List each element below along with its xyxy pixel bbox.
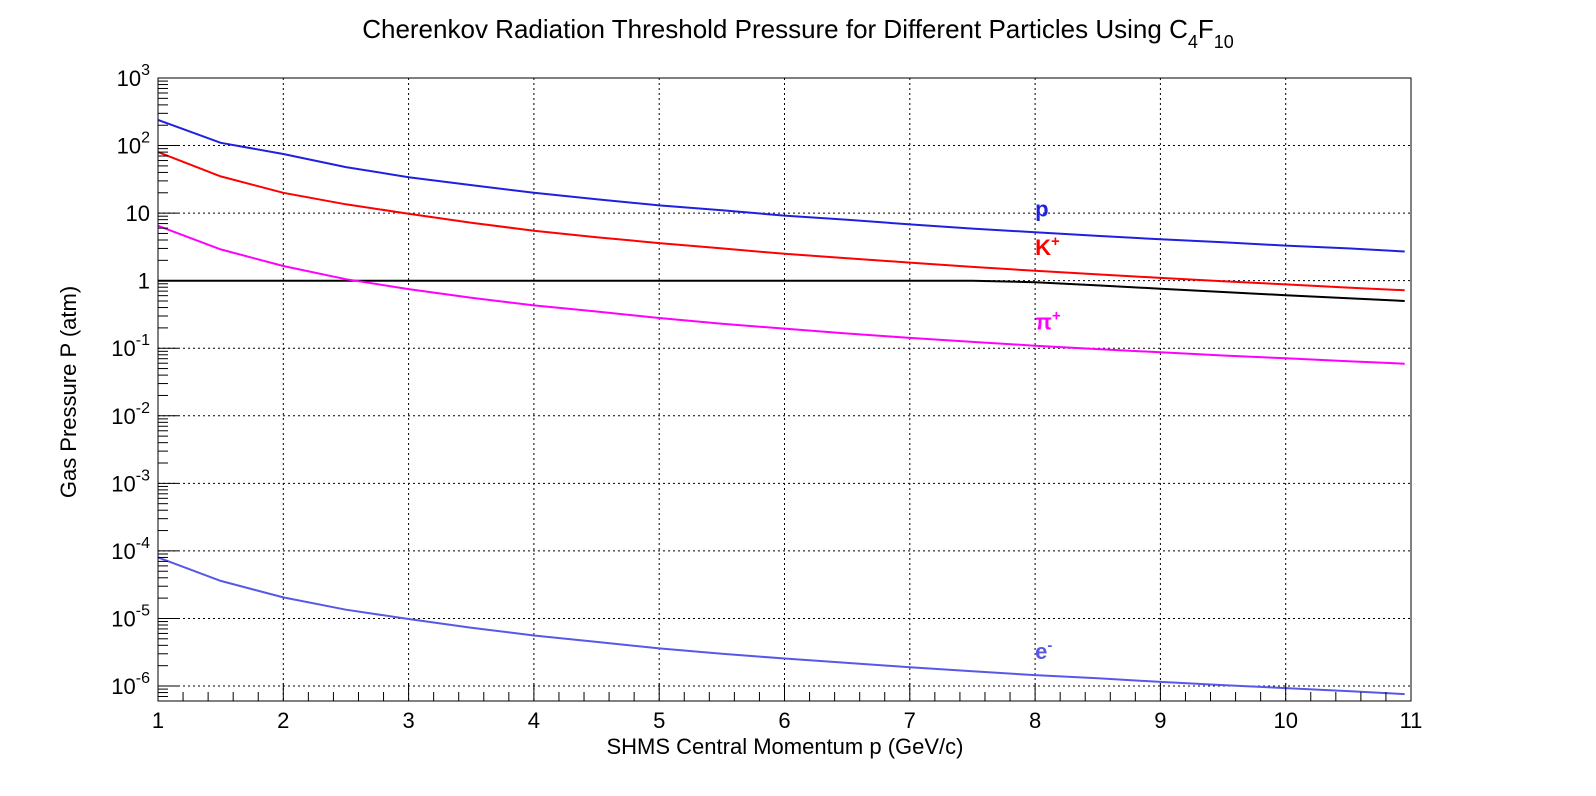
y-tick-label: 10-5 xyxy=(111,602,150,631)
chart-title: Cherenkov Radiation Threshold Pressure f… xyxy=(362,14,1234,52)
x-tick-label: 5 xyxy=(653,708,665,733)
x-tick-label: 8 xyxy=(1029,708,1041,733)
series-label-π: π+ xyxy=(1035,308,1061,335)
x-tick-label: 6 xyxy=(778,708,790,733)
x-tick-label: 9 xyxy=(1154,708,1166,733)
x-tick-label: 3 xyxy=(402,708,414,733)
series-line-π xyxy=(157,224,1405,365)
plot-frame xyxy=(157,77,1412,702)
series-lines xyxy=(157,118,1405,696)
y-tick-label: 1 xyxy=(138,269,150,294)
axis-ticks xyxy=(157,77,1412,702)
series-label-K: K+ xyxy=(1035,233,1060,260)
y-axis-title: Gas Pressure P (atm) xyxy=(56,286,81,498)
series-line-e xyxy=(157,556,1405,696)
x-axis-title: SHMS Central Momentum p (GeV/c) xyxy=(607,734,964,759)
y-tick-label: 10-6 xyxy=(111,670,150,699)
y-tick-label: 10-4 xyxy=(111,535,150,564)
x-tick-label: 4 xyxy=(528,708,540,733)
series-label-e: e- xyxy=(1035,637,1052,664)
x-tick-labels: 1 2 3 4 5 6 7 8 9 10 11 xyxy=(152,708,1423,733)
y-tick-label: 10 xyxy=(126,201,150,226)
x-tick-label: 2 xyxy=(277,708,289,733)
x-tick-label: 10 xyxy=(1273,708,1297,733)
x-tick-label: 1 xyxy=(152,708,164,733)
y-tick-label: 103 xyxy=(117,62,150,91)
grid xyxy=(158,77,1411,701)
y-tick-label: 10-2 xyxy=(111,400,150,429)
series-line-K xyxy=(157,151,1405,292)
pressure-limit-line xyxy=(158,279,1405,302)
series-line-p xyxy=(157,118,1405,253)
y-tick-label: 102 xyxy=(117,130,150,159)
y-tick-label: 10-1 xyxy=(111,332,150,361)
x-tick-label: 11 xyxy=(1400,708,1423,733)
series-labels: p K+ π+ e- xyxy=(1035,196,1061,664)
series-label-p: p xyxy=(1035,196,1048,221)
y-tick-label: 10-3 xyxy=(111,467,150,496)
y-tick-labels: 10-6 10-5 10-4 10-3 10-2 10-1 1 10 102 103 xyxy=(111,62,150,699)
x-tick-label: 7 xyxy=(904,708,916,733)
